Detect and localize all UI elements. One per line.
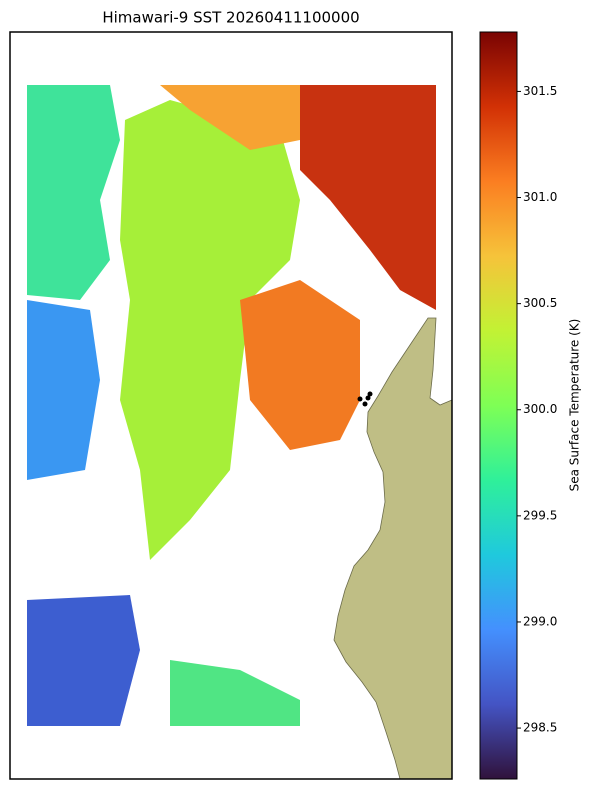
station	[367, 391, 373, 397]
sst-patch	[160, 85, 300, 150]
colorbar-tick-label: 301.0	[523, 190, 557, 204]
sst-patch	[120, 100, 300, 560]
colorbar-tick-label: 300.5	[523, 296, 557, 310]
colorbar-tick-label: 300.0	[523, 402, 557, 416]
colorbar-label: Sea Surface Temperature (K)	[568, 319, 582, 492]
station	[365, 395, 371, 401]
colorbar-tick-label: 299.5	[523, 508, 557, 522]
station	[357, 396, 363, 402]
colorbar-tick-label: 298.5	[523, 721, 557, 735]
station	[362, 401, 368, 407]
sst-patch	[240, 280, 360, 450]
map-frame	[9, 31, 453, 780]
sst-patch	[27, 85, 120, 300]
sst-patch	[27, 300, 100, 480]
colorbar-tick-label: 301.5	[523, 84, 557, 98]
station-points	[357, 391, 373, 407]
colorbar	[479, 31, 518, 780]
map-title: Himawari-9 SST 20260411100000	[102, 9, 359, 27]
sst-patch	[27, 595, 140, 726]
land	[333, 317, 453, 780]
sst-patch	[300, 85, 436, 310]
colorbar-tick-label: 299.0	[523, 614, 557, 628]
sst-patch	[170, 660, 300, 726]
sst-field	[27, 85, 436, 726]
